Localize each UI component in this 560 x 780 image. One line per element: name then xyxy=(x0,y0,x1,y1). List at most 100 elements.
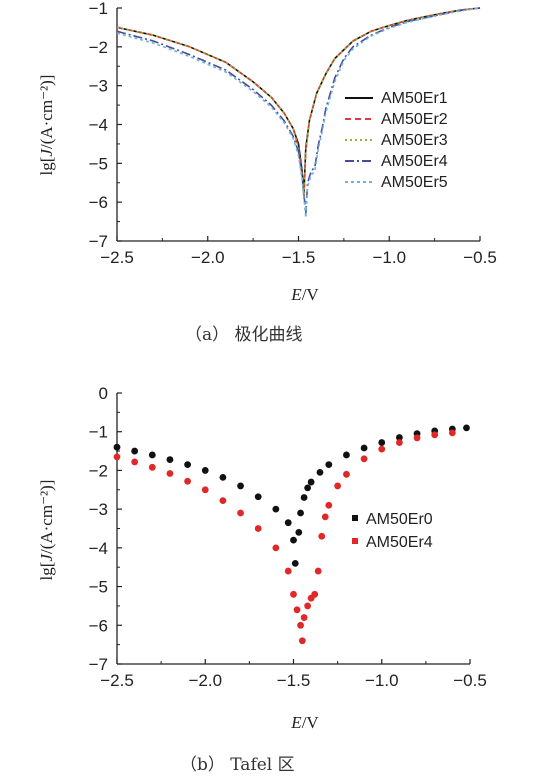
panel-a-x-tick-label: −0.5 xyxy=(463,248,497,267)
data-point-am50er4 xyxy=(293,606,301,614)
data-point-am50er4 xyxy=(431,431,439,439)
data-point-am50er0 xyxy=(166,456,174,463)
panel-a-y-tick-label: −5 xyxy=(89,154,108,173)
data-point-am50er0 xyxy=(284,519,292,527)
data-point-am50er0 xyxy=(343,451,350,459)
data-point-am50er4 xyxy=(360,455,368,463)
data-point-am50er0 xyxy=(378,439,386,446)
chart-panel-a: E/V lg[J/(A·cm⁻²)] （a） 极化曲线 −2.5 −2.0 −1.5… xyxy=(37,0,497,345)
panel-b-y-tick-label: −3 xyxy=(89,500,108,519)
data-point-am50er0 xyxy=(463,424,470,432)
data-point-am50er4 xyxy=(318,532,326,540)
data-point-am50er4 xyxy=(113,453,121,461)
data-point-am50er0 xyxy=(325,461,333,469)
legend-label-am50er3: AM50Er3 xyxy=(381,132,448,149)
legend-label-am50er4: AM50Er4 xyxy=(366,534,433,551)
data-point-am50er4 xyxy=(448,429,456,437)
data-point-am50er0 xyxy=(290,536,297,544)
data-point-am50er4 xyxy=(184,477,192,485)
data-point-am50er4 xyxy=(396,439,403,446)
data-point-am50er0 xyxy=(219,473,227,481)
data-point-am50er4 xyxy=(311,590,319,598)
series-line-am50er2 xyxy=(116,7,481,200)
panel-a-y-tick-label: −3 xyxy=(89,77,108,96)
data-point-am50er4 xyxy=(304,602,312,610)
panel-b-x-tick-label: −0.5 xyxy=(453,671,487,690)
data-point-am50er0 xyxy=(297,509,304,517)
data-point-am50er4 xyxy=(298,637,306,645)
data-point-am50er4 xyxy=(201,486,209,494)
data-point-am50er4 xyxy=(343,470,350,478)
panel-b-x-tick-label: −2.5 xyxy=(100,671,134,690)
series-line-am50er5 xyxy=(116,7,481,219)
data-point-am50er0 xyxy=(291,559,299,567)
legend-marker-am50er0 xyxy=(352,515,358,521)
panel-a-y-tick-label: −1 xyxy=(89,0,108,18)
panel-b-x-tick-label: −1.0 xyxy=(365,671,399,690)
panel-a-y-tick-label: −6 xyxy=(89,193,108,212)
data-point-am50er4 xyxy=(131,458,139,466)
panel-b-x-tick-label: −2.0 xyxy=(188,671,222,690)
panel-a-xlabel: E/V xyxy=(290,285,319,304)
panel-a-y-tick-label: −7 xyxy=(89,232,108,251)
data-point-am50er0 xyxy=(237,482,244,490)
panel-a-x-tick-label: −1.5 xyxy=(282,248,316,267)
panel-b-x-tick-label: −1.5 xyxy=(277,671,311,690)
data-point-am50er4 xyxy=(297,621,304,629)
data-point-am50er4 xyxy=(378,445,386,453)
legend-label-am50er1: AM50Er1 xyxy=(381,90,448,107)
series-line-am50er4 xyxy=(116,7,481,215)
panel-b-y-tick-label: −6 xyxy=(89,616,108,635)
data-point-am50er4 xyxy=(325,501,333,509)
legend-marker-am50er4 xyxy=(352,538,358,544)
panel-a-ylabel: lg[J/(A·cm⁻²)] xyxy=(37,75,56,176)
data-point-am50er0 xyxy=(201,467,209,474)
panel-b-y-tick-label: 0 xyxy=(99,384,108,403)
data-point-am50er4 xyxy=(148,463,156,471)
panel-b-y-tick-label: −4 xyxy=(89,539,108,558)
legend-label-am50er5: AM50Er5 xyxy=(381,174,448,191)
chart-panel-b: E/V lg[J/(A·cm⁻²)] （b） Tafel 区 −2.5 −2.0 −… xyxy=(37,384,487,775)
panel-a-caption: （a） 极化曲线 xyxy=(185,325,303,345)
data-point-am50er4 xyxy=(254,525,262,532)
panel-b-y-tick-label: −2 xyxy=(89,461,108,480)
data-point-am50er4 xyxy=(334,482,342,490)
data-point-am50er0 xyxy=(113,443,121,451)
data-point-am50er0 xyxy=(272,505,280,513)
data-point-am50er4 xyxy=(300,614,308,621)
data-point-am50er0 xyxy=(295,528,303,536)
panel-a-x-tick-label: −2.0 xyxy=(191,248,225,267)
data-point-am50er0 xyxy=(184,461,192,469)
panel-a-y-tick-label: −2 xyxy=(89,38,108,57)
data-point-am50er0 xyxy=(307,478,315,486)
panel-b-y-tick-label: −1 xyxy=(89,423,108,442)
panel-b-caption: （b） Tafel 区 xyxy=(180,755,295,775)
data-point-am50er4 xyxy=(290,590,297,598)
data-point-am50er4 xyxy=(314,567,322,575)
legend-label-am50er4: AM50Er4 xyxy=(381,153,448,170)
data-point-am50er0 xyxy=(131,447,139,455)
panel-b-y-tick-label: −5 xyxy=(89,578,108,597)
data-point-am50er0 xyxy=(360,444,368,452)
panel-a-x-tick-label: −2.5 xyxy=(100,248,134,267)
panel-b-xlabel: E/V xyxy=(290,713,319,732)
data-point-am50er0 xyxy=(148,451,156,459)
panel-a-x-tick-label: −1.0 xyxy=(372,248,406,267)
data-point-am50er4 xyxy=(237,509,244,517)
panel-a-y-tick-label: −4 xyxy=(89,116,108,135)
legend-label-am50er0: AM50Er0 xyxy=(366,511,433,528)
data-point-am50er0 xyxy=(254,493,262,501)
data-point-am50er0 xyxy=(396,434,403,441)
data-point-am50er4 xyxy=(321,513,329,521)
data-point-am50er4 xyxy=(284,567,292,575)
panel-b-ylabel: lg[J/(A·cm⁻²)] xyxy=(37,480,56,581)
legend-label-am50er2: AM50Er2 xyxy=(381,111,448,128)
data-point-am50er4 xyxy=(219,497,227,505)
data-point-am50er0 xyxy=(300,494,308,501)
panel-b-y-tick-label: −7 xyxy=(89,655,108,674)
data-point-am50er0 xyxy=(316,468,324,476)
data-point-am50er0 xyxy=(304,484,312,492)
data-point-am50er4 xyxy=(272,544,280,552)
data-point-am50er4 xyxy=(166,470,174,477)
